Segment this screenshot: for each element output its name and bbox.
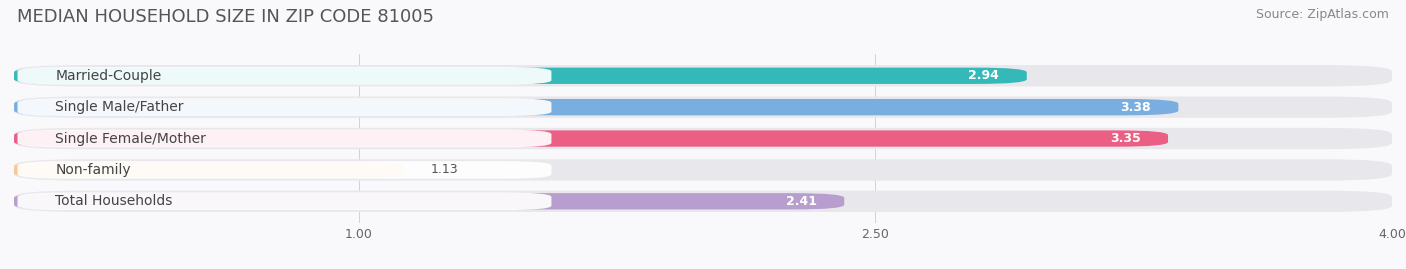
FancyBboxPatch shape — [14, 130, 1168, 147]
Text: Non-family: Non-family — [55, 163, 131, 177]
FancyBboxPatch shape — [14, 128, 1392, 149]
Text: 1.13: 1.13 — [430, 164, 458, 176]
FancyBboxPatch shape — [14, 159, 1392, 180]
FancyBboxPatch shape — [14, 99, 1178, 115]
FancyBboxPatch shape — [14, 191, 1392, 212]
Text: 2.94: 2.94 — [969, 69, 1000, 82]
Text: 3.35: 3.35 — [1109, 132, 1140, 145]
Text: 2.41: 2.41 — [786, 195, 817, 208]
FancyBboxPatch shape — [17, 67, 551, 84]
Text: Single Male/Father: Single Male/Father — [55, 100, 184, 114]
Text: Single Female/Mother: Single Female/Mother — [55, 132, 207, 146]
FancyBboxPatch shape — [17, 98, 551, 116]
Text: MEDIAN HOUSEHOLD SIZE IN ZIP CODE 81005: MEDIAN HOUSEHOLD SIZE IN ZIP CODE 81005 — [17, 8, 434, 26]
Text: Source: ZipAtlas.com: Source: ZipAtlas.com — [1256, 8, 1389, 21]
FancyBboxPatch shape — [14, 65, 1392, 86]
FancyBboxPatch shape — [17, 130, 551, 147]
FancyBboxPatch shape — [17, 161, 551, 179]
FancyBboxPatch shape — [14, 193, 844, 210]
FancyBboxPatch shape — [14, 97, 1392, 118]
FancyBboxPatch shape — [17, 193, 551, 210]
Text: Married-Couple: Married-Couple — [55, 69, 162, 83]
FancyBboxPatch shape — [14, 68, 1026, 84]
Text: Total Households: Total Households — [55, 194, 173, 208]
Text: 3.38: 3.38 — [1121, 101, 1150, 114]
FancyBboxPatch shape — [14, 162, 404, 178]
